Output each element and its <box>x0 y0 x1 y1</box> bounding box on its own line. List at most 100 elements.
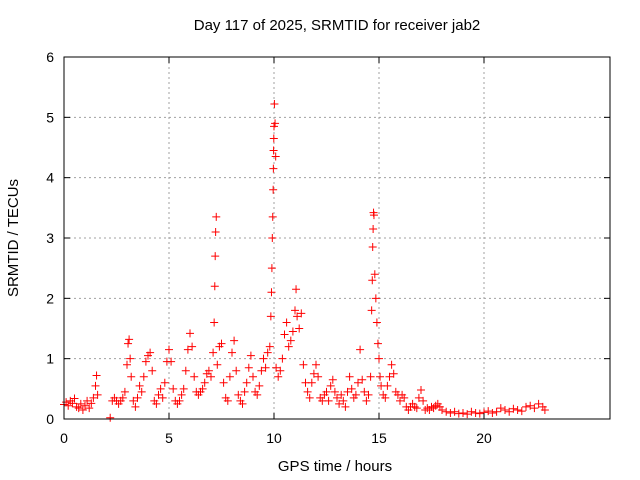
data-point <box>345 372 354 381</box>
data-point <box>64 401 73 410</box>
x-axis-label: GPS time / hours <box>278 458 392 475</box>
data-point <box>124 339 133 348</box>
data-point <box>137 387 146 396</box>
data-point <box>292 285 301 294</box>
data-point <box>358 375 367 384</box>
y-tick-label: 6 <box>46 49 54 65</box>
data-point <box>120 387 129 396</box>
data-point <box>530 404 539 413</box>
data-point <box>333 393 341 402</box>
data-point <box>177 390 186 399</box>
data-point <box>330 387 339 396</box>
data-point <box>271 152 280 161</box>
data-point <box>389 369 398 378</box>
data-point <box>272 363 281 372</box>
data-point <box>356 345 365 354</box>
data-point <box>118 393 127 402</box>
data-point <box>276 366 285 375</box>
data-point <box>282 318 291 327</box>
data-point <box>305 393 314 402</box>
data-point <box>488 408 497 417</box>
data-point <box>160 378 169 387</box>
data-point <box>431 401 440 410</box>
data-point <box>133 393 142 402</box>
data-point <box>93 390 102 399</box>
data-point <box>209 348 218 357</box>
data-point <box>341 402 350 411</box>
data-point <box>463 410 472 419</box>
data-point <box>286 336 295 345</box>
data-point <box>505 407 514 416</box>
chart-title: Day 117 of 2025, SRMTID for receiver jab… <box>194 17 481 34</box>
data-point <box>274 372 283 381</box>
data-point <box>396 396 404 405</box>
data-point <box>269 164 278 173</box>
data-point <box>181 366 190 375</box>
y-tick-label: 1 <box>46 351 54 367</box>
data-point <box>246 351 255 360</box>
data-point <box>269 134 278 143</box>
data-point <box>383 381 392 390</box>
data-point <box>517 407 526 416</box>
data-point <box>207 372 215 381</box>
data-point <box>376 372 385 381</box>
data-point <box>371 294 380 303</box>
data-point <box>367 306 376 315</box>
data-point <box>492 407 501 416</box>
data-point <box>135 381 144 390</box>
data-point <box>210 318 219 327</box>
y-tick-label: 2 <box>46 290 54 306</box>
data-point <box>129 396 138 405</box>
data-point <box>381 393 390 402</box>
data-point <box>261 363 270 372</box>
data-point <box>74 404 83 413</box>
data-point <box>312 360 320 369</box>
data-point <box>267 288 276 297</box>
data-point <box>326 381 335 390</box>
data-point <box>217 339 226 348</box>
data-point <box>225 372 234 381</box>
data-point <box>212 212 221 221</box>
y-tick-label: 4 <box>46 170 54 186</box>
data-point <box>299 360 308 369</box>
data-point <box>175 396 184 405</box>
data-point <box>369 224 378 233</box>
data-point <box>347 384 356 393</box>
data-point <box>297 309 306 318</box>
data-point <box>154 390 163 399</box>
data-point <box>158 393 167 402</box>
data-point <box>146 348 155 357</box>
data-point <box>522 402 530 411</box>
data-point <box>91 381 100 390</box>
data-point <box>179 384 188 393</box>
data-point <box>68 399 77 408</box>
data-point <box>501 405 509 414</box>
data-point <box>198 384 207 393</box>
data-point <box>139 372 148 381</box>
data-point <box>249 372 257 381</box>
data-point <box>295 324 304 333</box>
data-point <box>230 336 239 345</box>
data-point <box>534 399 543 408</box>
data-point <box>186 329 194 338</box>
data-point <box>370 270 379 279</box>
data-point <box>427 402 436 411</box>
data-point <box>366 372 375 381</box>
data-point <box>148 366 157 375</box>
data-point <box>156 384 165 393</box>
data-point <box>446 408 455 417</box>
data-point <box>467 407 476 416</box>
data-point <box>240 387 249 396</box>
data-point <box>265 342 274 351</box>
data-point <box>257 366 266 375</box>
x-tick-label: 5 <box>165 430 173 446</box>
data-point <box>484 407 493 416</box>
data-point <box>269 146 278 155</box>
data-point <box>268 234 277 242</box>
data-point <box>165 345 173 354</box>
data-point <box>271 119 280 128</box>
data-point <box>268 212 277 221</box>
data-point <box>375 354 383 363</box>
data-point <box>232 366 241 375</box>
data-point <box>223 396 232 405</box>
